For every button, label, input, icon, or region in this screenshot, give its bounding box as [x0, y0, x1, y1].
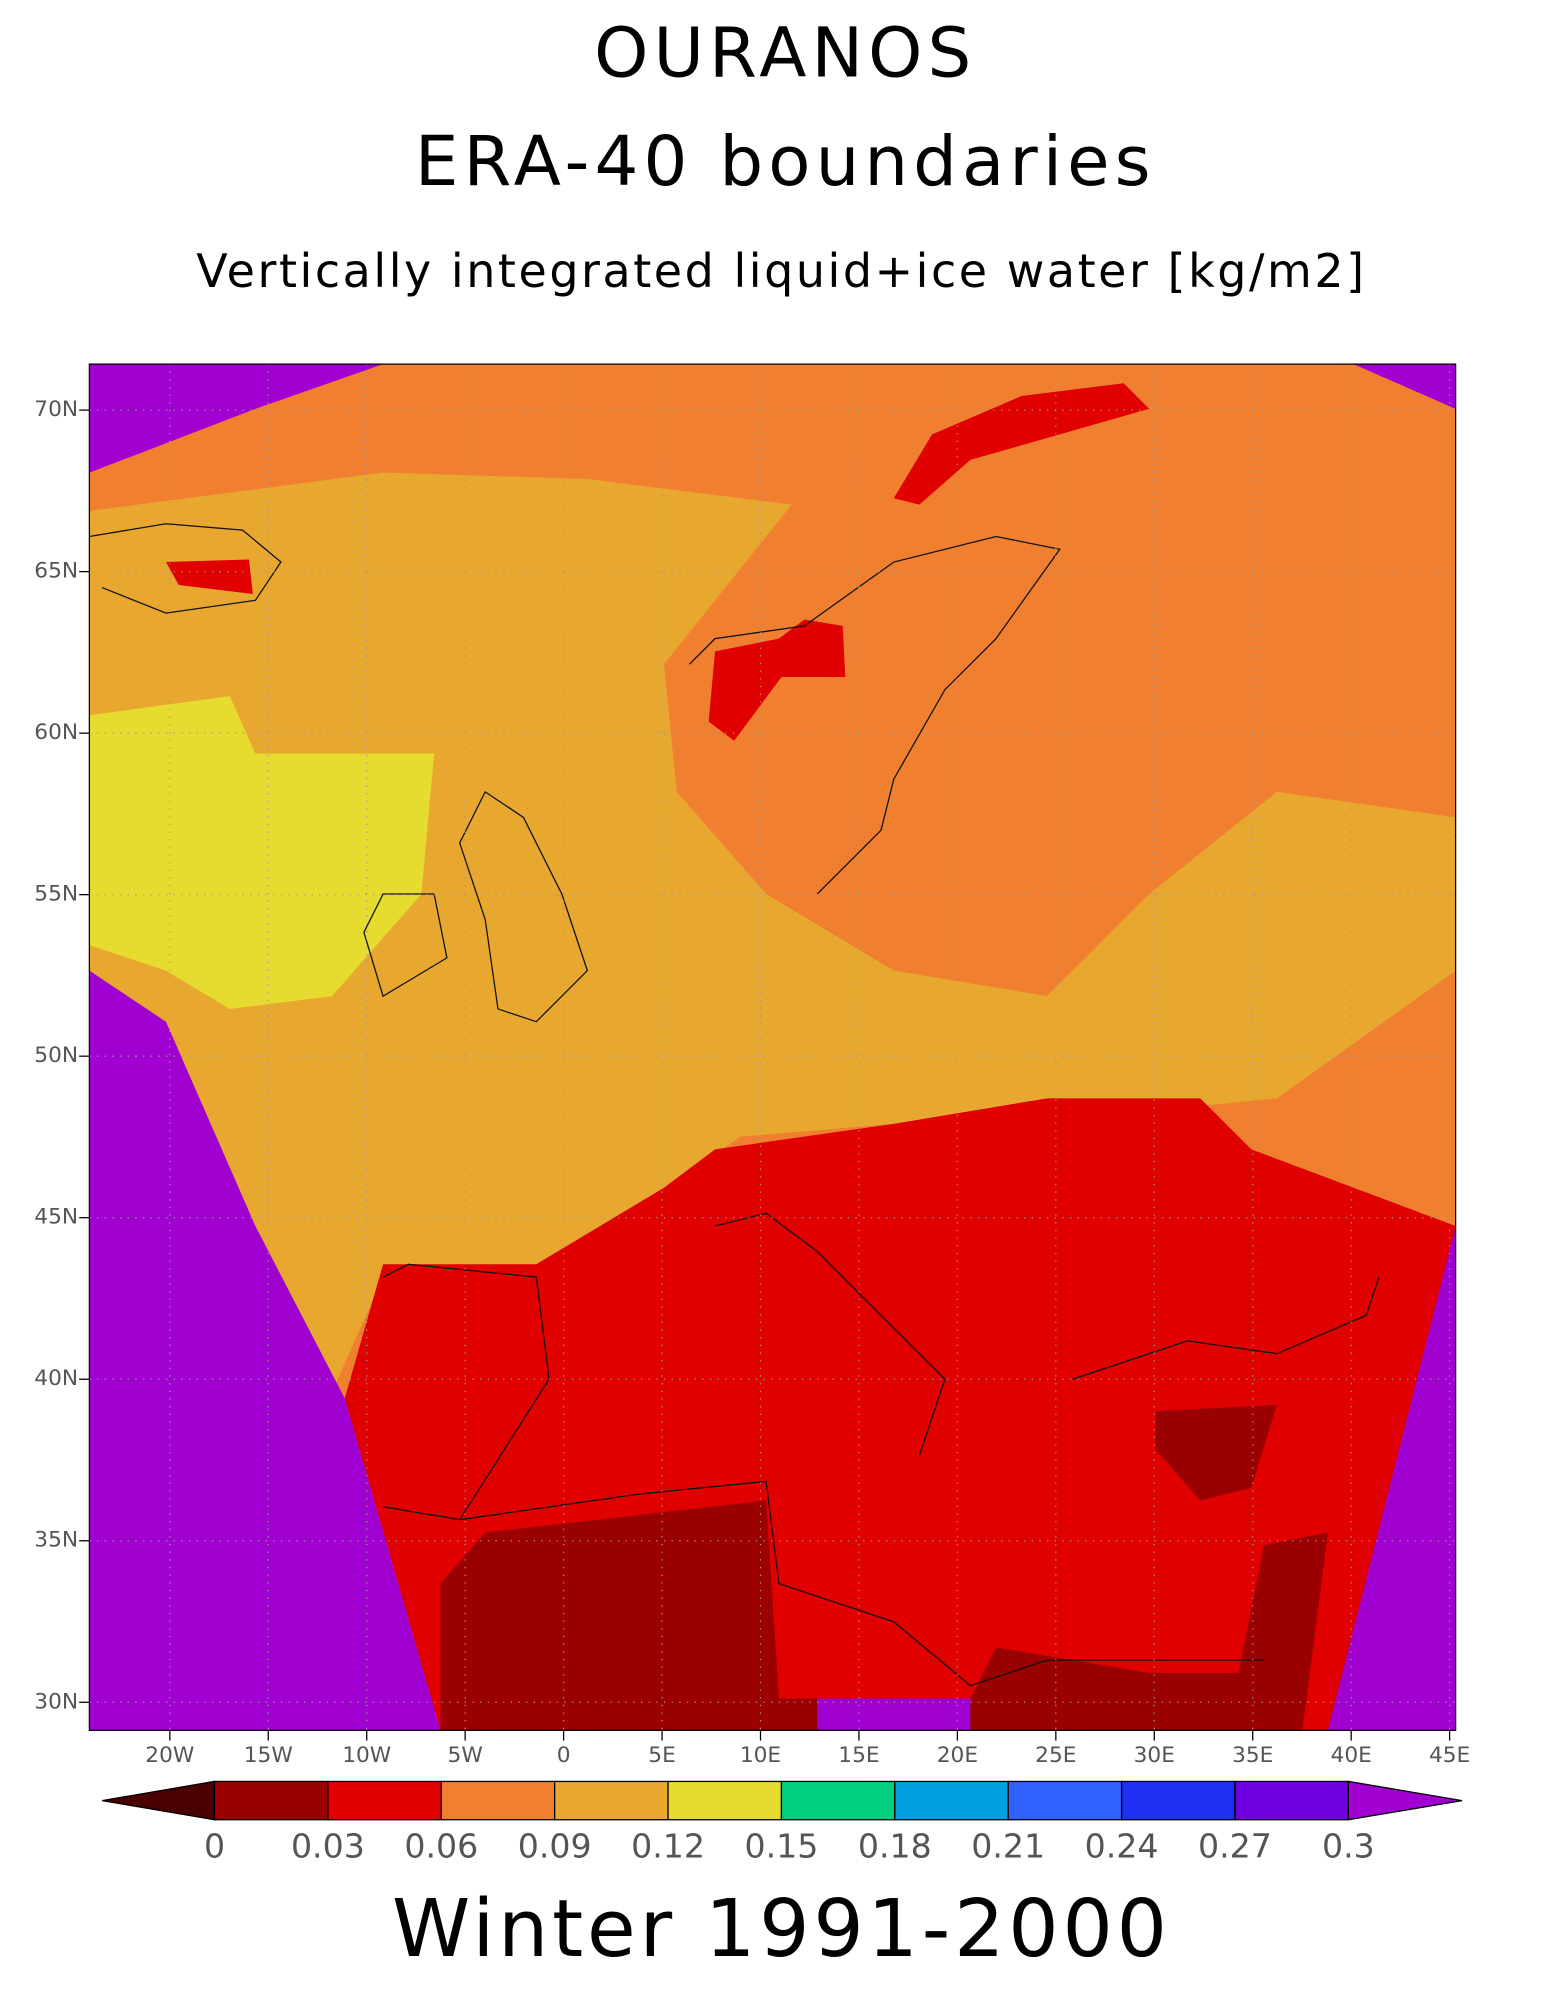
field-red [893, 383, 1150, 505]
map-frame [88, 363, 1457, 1732]
y-tick-label: 60N [34, 720, 78, 745]
x-tick-label: 20W [145, 1743, 194, 1768]
title: OURANOS [594, 14, 976, 94]
colorbar-label: 0.12 [631, 1826, 705, 1865]
colorbar-box [327, 1780, 442, 1821]
colorbar-box [554, 1780, 669, 1821]
x-tick-label: 40E [1331, 1743, 1372, 1768]
y-tick-label: 45N [34, 1205, 78, 1230]
colorbar-box [213, 1780, 329, 1821]
colorbar-label: 0.18 [858, 1826, 932, 1865]
field-purple [1327, 1226, 1456, 1731]
colorbar-box [1120, 1780, 1236, 1821]
x-tick-label: 5W [448, 1743, 483, 1768]
colorbar-label: 0.06 [404, 1826, 478, 1865]
field-purple [89, 364, 384, 473]
colorbar-box [440, 1780, 556, 1821]
map-field [89, 364, 1456, 1731]
footer: Winter 1991-2000 [392, 1883, 1171, 1975]
colorbar-label: 0.15 [744, 1826, 818, 1865]
colorbar-label: 0 [204, 1826, 225, 1865]
colorbar-box [780, 1780, 896, 1821]
x-tick-label: 20E [937, 1743, 978, 1768]
x-tick-label: 15E [838, 1743, 879, 1768]
y-tick-label: 30N [34, 1689, 78, 1714]
field-purple [1353, 364, 1456, 409]
field-purple [817, 1698, 971, 1731]
colorbar-box [1234, 1780, 1350, 1821]
field-red [165, 559, 253, 594]
field-dark-red [1155, 1404, 1277, 1501]
y-tick-label: 50N [34, 1043, 78, 1068]
colorbar: 0 0.03 0.06 0.09 0.12 0.15 0.18 0.21 0.24 0.27 0.3 [102, 1780, 1463, 1865]
x-tick-label: 45E [1429, 1743, 1470, 1768]
colorbar-label: 0.27 [1198, 1826, 1272, 1865]
colorbar-label: 0.21 [971, 1826, 1045, 1865]
x-tick-label: 0 [557, 1743, 571, 1768]
x-tick-label: 30E [1134, 1743, 1175, 1768]
colorbar-label: 0.24 [1085, 1826, 1159, 1865]
field-dark-red [440, 1500, 1328, 1731]
colorbar-over [1347, 1780, 1463, 1821]
coastline [89, 523, 1380, 1687]
colorbar-box [894, 1780, 1009, 1821]
colorbar-box [1007, 1780, 1123, 1821]
x-tick-label: 15W [244, 1743, 293, 1768]
colorbar-under [102, 1780, 216, 1821]
x-tick-label: 10W [342, 1743, 391, 1768]
x-tick-label: 25E [1035, 1743, 1076, 1768]
variable-label: Vertically integrated liquid+ice water [… [196, 244, 1366, 298]
x-tick-label: 10E [740, 1743, 781, 1768]
field-light-orange [89, 472, 1456, 1392]
y-tick-label: 55N [34, 882, 78, 907]
colorbar-label: 0.3 [1322, 1826, 1375, 1865]
colorbar-box [667, 1780, 783, 1821]
field-yellow [89, 696, 435, 1009]
colorbar-label: 0.09 [518, 1826, 592, 1865]
field-red [708, 619, 846, 741]
subtitle: ERA-40 boundaries [415, 122, 1156, 202]
graticule: 70N 65N 60N 55N 50N 45N 40N 35N 30N 20W 15W 10W 5W 0 5… [34, 364, 1470, 1768]
x-tick-label: 5E [648, 1743, 676, 1768]
field-purple [89, 970, 441, 1731]
y-tick-label: 35N [34, 1528, 78, 1553]
y-tick-label: 40N [34, 1366, 78, 1391]
y-tick-label: 70N [34, 397, 78, 422]
colorbar-label: 0.03 [291, 1826, 365, 1865]
y-tick-label: 65N [34, 559, 78, 584]
x-tick-label: 35E [1232, 1743, 1273, 1768]
